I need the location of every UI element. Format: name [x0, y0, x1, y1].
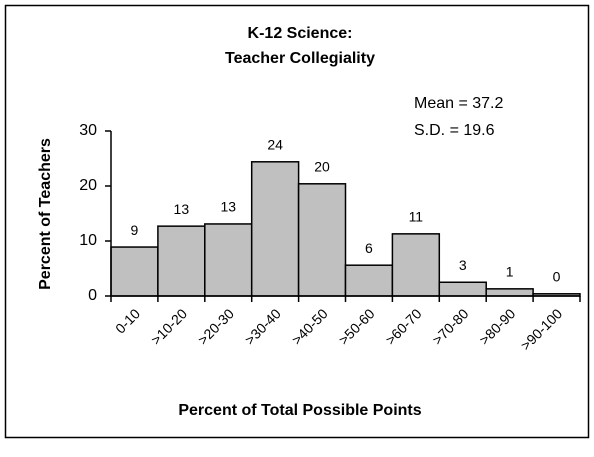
y-tick-label: 10 [79, 232, 97, 249]
value-label: 0 [553, 269, 561, 285]
bar [438, 281, 487, 297]
x-tick-label: >10-20 [148, 305, 191, 348]
frame [4, 4, 590, 439]
annotation: Mean = 37.2 [414, 95, 504, 112]
bar [250, 161, 300, 297]
bar [391, 233, 441, 297]
x-tick-label: >70-80 [429, 305, 472, 348]
x-tick-label: >60-70 [382, 305, 425, 348]
x-tick-label: >50-60 [335, 305, 378, 348]
bar [110, 246, 159, 297]
x-tick-label: 0-10 [112, 305, 143, 336]
bar [297, 183, 347, 297]
x-tick-label: >20-30 [195, 305, 238, 348]
chart-title: K-12 Science: [248, 25, 353, 42]
value-label: 24 [267, 137, 283, 153]
value-label: 3 [459, 257, 467, 273]
value-label: 6 [365, 240, 373, 256]
bar [344, 264, 394, 297]
value-label: 13 [220, 199, 236, 215]
value-label: 20 [314, 159, 330, 175]
value-label: 9 [131, 222, 139, 238]
x-tick-label: >30-40 [241, 305, 284, 348]
y-axis-label: Percent of Teachers [37, 138, 54, 290]
x-tick-label: >80-90 [476, 305, 519, 348]
y-tick-label: 20 [79, 177, 97, 194]
x-axis-label: Percent of Total Possible Points [178, 402, 421, 419]
chart-title: Teacher Collegiality [225, 50, 375, 67]
y-tick-label: 0 [88, 287, 97, 304]
bar [485, 288, 534, 297]
x-tick-label: >90-100 [517, 305, 565, 353]
bar [204, 223, 253, 297]
value-label: 13 [174, 201, 190, 217]
value-label: 11 [409, 209, 424, 225]
value-label: 1 [506, 264, 514, 280]
x-tick-label: >40-50 [288, 305, 331, 348]
y-tick-label: 30 [79, 122, 97, 139]
annotation: S.D. = 19.6 [414, 122, 495, 139]
bar [157, 225, 206, 297]
